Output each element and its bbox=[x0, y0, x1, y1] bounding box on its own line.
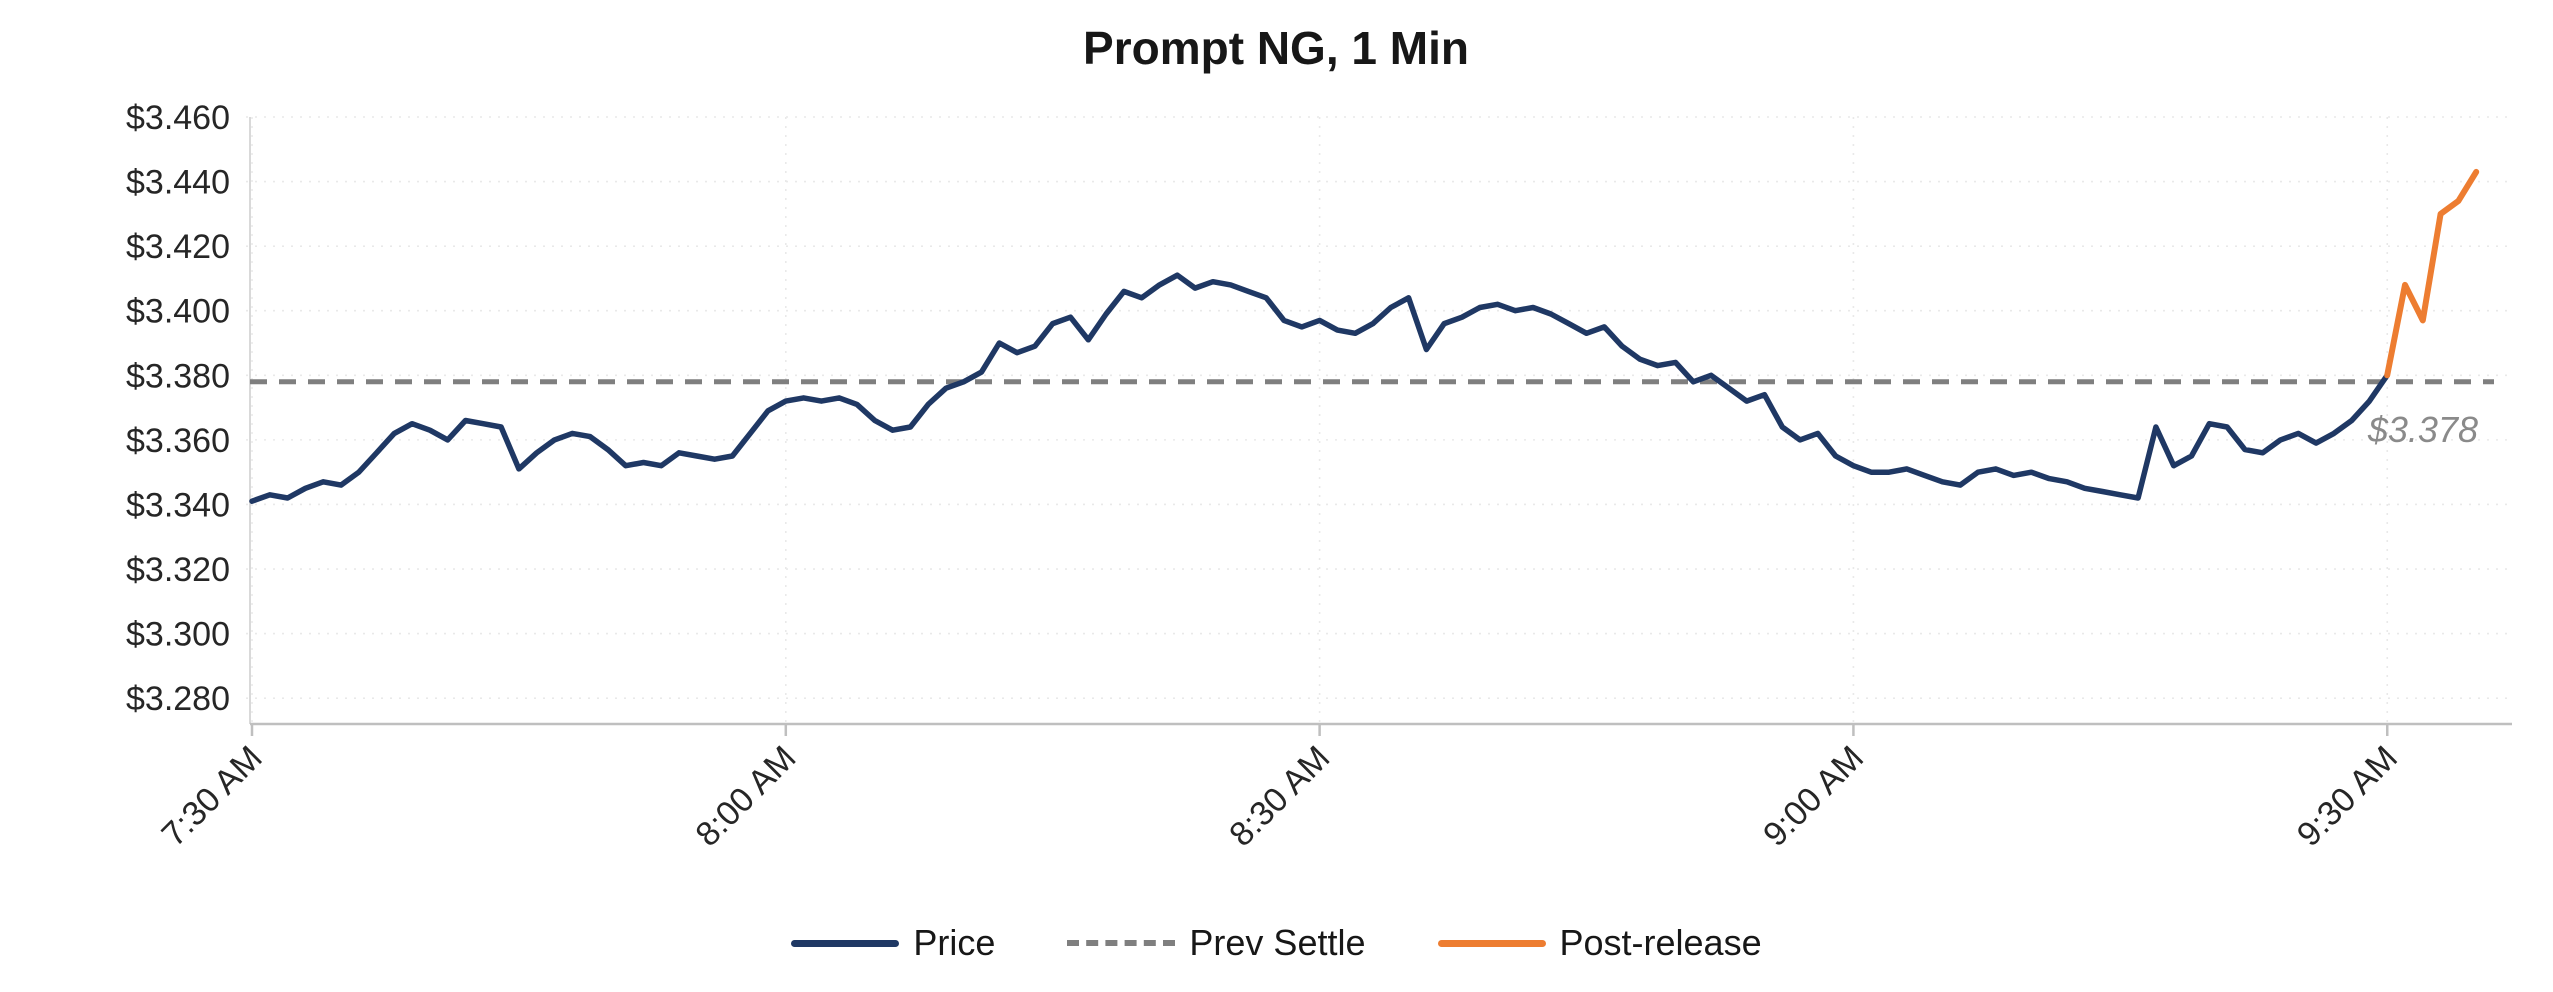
chart-title: Prompt NG, 1 Min bbox=[1083, 22, 1469, 74]
x-tick-label: 9:00 AM bbox=[1756, 739, 1871, 854]
legend-label-prev-settle: Prev Settle bbox=[1189, 922, 1366, 963]
series-lines bbox=[249, 168, 2494, 504]
legend-label-post-release: Post-release bbox=[1559, 922, 1762, 963]
post-release-series-line bbox=[2384, 168, 2480, 379]
gridlines bbox=[246, 116, 2512, 724]
legend-item-prev-settle: Prev Settle bbox=[1067, 922, 1366, 964]
legend-item-post-release: Post-release bbox=[1437, 922, 1762, 964]
legend-item-price: Price bbox=[791, 922, 995, 964]
prev-settle-value-label: $3.378 bbox=[2367, 409, 2478, 450]
chart-legend: Price Prev Settle Post-release bbox=[0, 922, 2553, 964]
legend-label-price: Price bbox=[913, 922, 996, 963]
post-release-line-swatch-icon bbox=[1437, 939, 1546, 947]
y-tick-label: $3.300 bbox=[126, 616, 230, 654]
prev-settle-dashed-swatch-icon bbox=[1067, 940, 1176, 946]
x-tick-label: 8:00 AM bbox=[688, 739, 803, 854]
y-tick-label: $3.440 bbox=[126, 164, 230, 202]
y-tick-label: $3.400 bbox=[126, 293, 230, 331]
y-tick-label: $3.420 bbox=[126, 228, 230, 266]
y-tick-label: $3.460 bbox=[126, 99, 230, 137]
y-tick-label: $3.280 bbox=[126, 680, 230, 718]
y-tick-label: $3.340 bbox=[126, 486, 230, 524]
price-line-swatch-icon bbox=[791, 939, 900, 947]
y-tick-label: $3.360 bbox=[126, 422, 230, 460]
x-tick-label: 9:30 AM bbox=[2290, 739, 2405, 854]
axes: $3.280 $3.300 $3.320 $3.340 $3.360 $3.380 $3.4… bbox=[126, 99, 2512, 854]
price-series-line bbox=[249, 272, 2390, 504]
y-tick-label: $3.320 bbox=[126, 551, 230, 589]
y-tick-label: $3.380 bbox=[126, 357, 230, 395]
x-tick-label: 7:30 AM bbox=[155, 739, 270, 854]
x-tick-label: 8:30 AM bbox=[1222, 739, 1337, 854]
